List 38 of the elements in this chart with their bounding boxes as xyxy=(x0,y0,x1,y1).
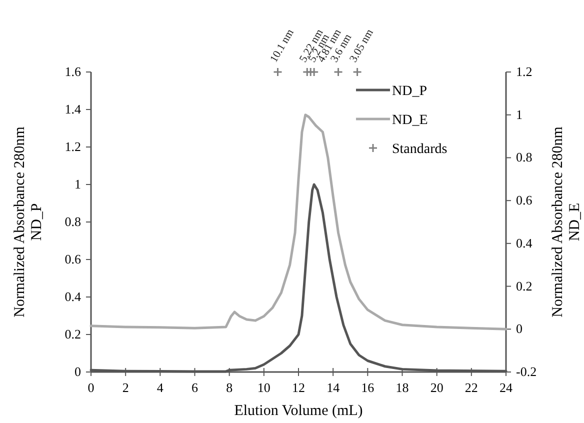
y-axis-title: Normalized Absorbance 280nm ND_P xyxy=(12,126,45,318)
x-tick-label: 0 xyxy=(88,380,94,395)
y2-tick-label: 0.4 xyxy=(516,235,533,250)
y-tick-label: 1.2 xyxy=(64,139,81,154)
legend-label: ND_E xyxy=(392,113,428,128)
x-tick-label: 18 xyxy=(396,380,409,395)
x-tick-label: 8 xyxy=(226,380,233,395)
x-tick-label: 20 xyxy=(430,380,444,395)
y-tick-label: 0.2 xyxy=(64,326,81,342)
x-tick-label: 10 xyxy=(257,380,270,395)
y2-tick-label: 1 xyxy=(516,106,522,122)
annotation: 10.1 nm xyxy=(268,26,297,64)
y2-tick-label: -0.2 xyxy=(516,364,537,379)
y2-tick-label: 0.6 xyxy=(516,192,533,208)
y-tick-label: 1.6 xyxy=(64,64,82,79)
x-tick-label: 4 xyxy=(156,380,164,395)
x-axis-title: Elution Volume (mL) xyxy=(234,403,363,419)
y2-tick-label: 1.2 xyxy=(516,64,532,79)
y2-tick-label: 0.8 xyxy=(516,150,532,165)
x-tick-label: 12 xyxy=(292,380,305,395)
y2-axis-title: Normalized Absorbance 280nm ND_E xyxy=(550,126,583,318)
x-tick-label: 6 xyxy=(192,380,198,395)
y-tick-label: 0.8 xyxy=(64,214,81,229)
y2-tick-label: 0.2 xyxy=(516,278,532,294)
y2-tick-label: 0 xyxy=(516,321,522,336)
y-tick-label: 1 xyxy=(74,176,81,192)
x-tick-label: 16 xyxy=(361,380,375,395)
line-series xyxy=(90,114,508,330)
legend-label: Standards xyxy=(392,142,448,157)
legend-label: ND_P xyxy=(392,84,428,99)
x-tick-label: 2 xyxy=(122,380,129,395)
y-tick-label: 0.4 xyxy=(64,289,82,304)
x-tick-label: 22 xyxy=(464,380,478,395)
y-tick-label: 0.6 xyxy=(64,252,82,266)
x-tick-label: 14 xyxy=(326,380,340,395)
y-tick-label: 0 xyxy=(74,364,81,379)
x-tick-label: 24 xyxy=(500,380,513,395)
y-tick-label: 1.4 xyxy=(64,102,82,116)
